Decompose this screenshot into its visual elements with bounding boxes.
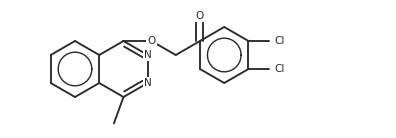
Text: Cl: Cl <box>274 64 285 74</box>
Text: O: O <box>196 11 204 21</box>
Text: O: O <box>147 36 156 46</box>
Text: N: N <box>144 78 152 88</box>
Text: N: N <box>144 50 152 60</box>
Text: Cl: Cl <box>274 36 285 46</box>
